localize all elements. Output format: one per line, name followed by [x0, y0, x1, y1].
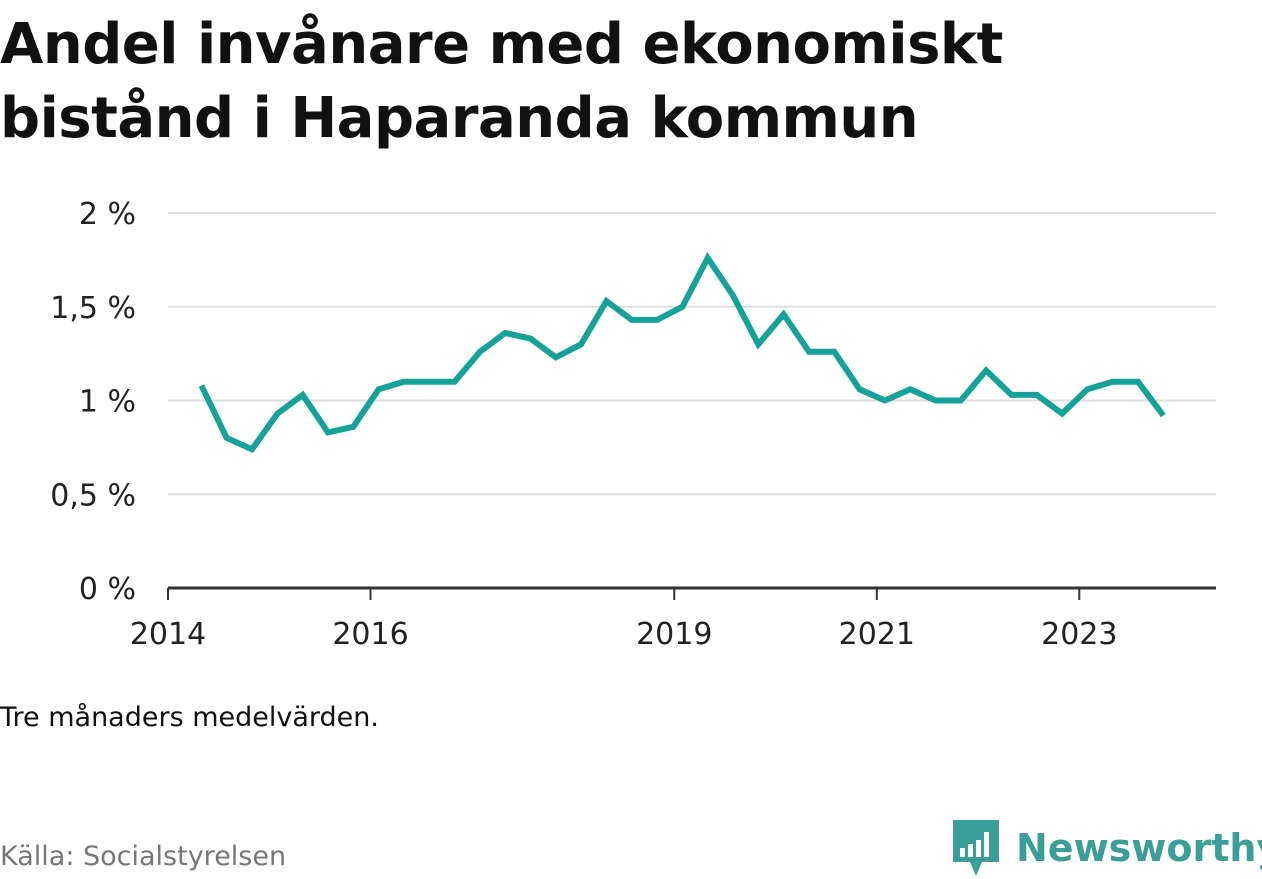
x-tick-label: 2023 — [1041, 617, 1117, 652]
bar-chart-badge-icon — [953, 820, 999, 876]
x-tick-label: 2016 — [332, 617, 408, 652]
y-tick-label: 0 % — [79, 572, 136, 607]
x-tick-label: 2021 — [839, 617, 915, 652]
gridlines — [168, 212, 1216, 496]
x-tick-label: 2019 — [636, 617, 712, 652]
source-credit: Källa: Socialstyrelsen — [0, 841, 287, 872]
brand-name: Newsworthy — [1016, 826, 1262, 870]
x-tick-label: 2014 — [130, 617, 206, 652]
y-tick-label: 2 % — [79, 197, 136, 232]
y-axis-tick-labels: 0 % 0,5 % 1 % 1,5 % 2 % — [50, 197, 136, 607]
x-axis: 2014 2016 2019 2021 2023 — [130, 586, 1216, 652]
data-series — [198, 252, 1166, 454]
newsworthy-logo: Newsworthy — [950, 818, 1262, 878]
y-tick-label: 1,5 % — [50, 291, 136, 326]
y-tick-label: 0,5 % — [50, 478, 136, 513]
line-chart: 0 % 0,5 % 1 % 1,5 % 2 % 2014 2016 2019 2021 2023 — [50, 197, 1216, 652]
chart-note: Tre månaders medelvärden. — [0, 702, 379, 733]
y-tick-label: 1 % — [79, 385, 136, 420]
series-line — [198, 252, 1166, 454]
chart-title: Andel invånare med ekonomiskt bistånd i … — [0, 12, 1003, 151]
